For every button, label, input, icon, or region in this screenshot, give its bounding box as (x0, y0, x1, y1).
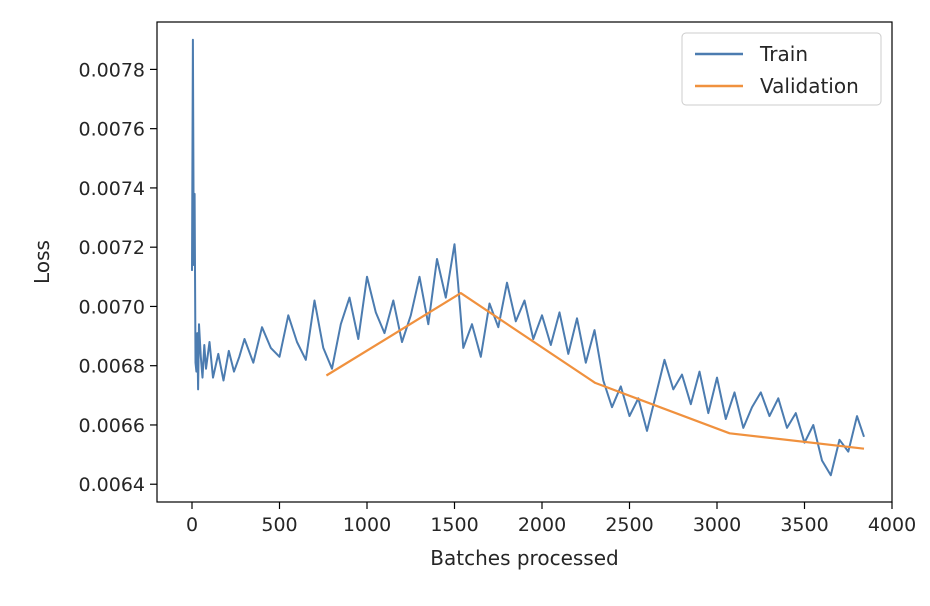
y-tick-label: 0.0072 (79, 237, 145, 259)
legend-label-train: Train (759, 42, 808, 66)
x-tick-label: 0 (186, 514, 198, 536)
x-tick-label: 2500 (605, 514, 653, 536)
x-axis-label: Batches processed (430, 546, 618, 570)
plot-frame (156, 21, 893, 503)
x-tick-label: 4000 (868, 514, 916, 536)
x-tick-label: 2000 (518, 514, 566, 536)
y-tick-label: 0.0078 (79, 59, 145, 81)
y-tick-label: 0.0070 (79, 296, 145, 318)
y-tick-label: 0.0076 (79, 119, 145, 141)
series-lines (191, 38, 865, 477)
x-tick-label: 3000 (693, 514, 741, 536)
series-line-validation (325, 292, 865, 450)
y-tick-label: 0.0066 (79, 415, 145, 437)
y-axis-label: Loss (30, 240, 54, 284)
legend: Train Validation (681, 32, 882, 106)
legend-label-validation: Validation (760, 74, 859, 98)
y-axis: 0.0064 0.0066 0.0068 0.0070 0.0072 0.0074 0.00… (79, 59, 157, 496)
x-tick-label: 1000 (343, 514, 391, 536)
series-line-train (191, 38, 865, 477)
x-axis: 0 500 1000 1500 2000 2500 3000 3500 4000 (186, 502, 916, 536)
x-tick-label: 500 (261, 514, 297, 536)
y-tick-label: 0.0068 (79, 356, 145, 378)
x-tick-label: 3500 (780, 514, 828, 536)
y-tick-label: 0.0074 (79, 178, 145, 200)
y-tick-label: 0.0064 (79, 474, 145, 496)
x-tick-label: 1500 (430, 514, 478, 536)
